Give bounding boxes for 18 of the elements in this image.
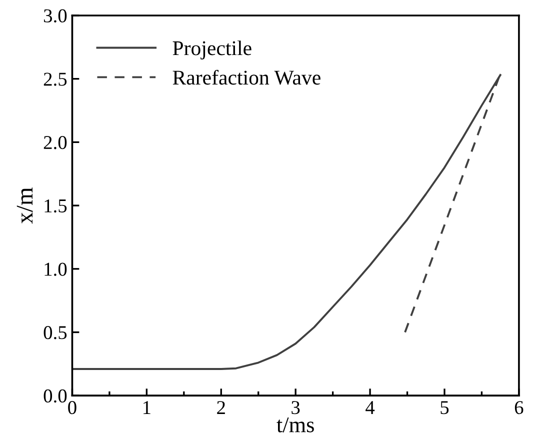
y-tick-label: 2.0	[44, 136, 67, 150]
y-tick-label: 1.0	[44, 262, 67, 276]
x-tick-label: 4	[366, 401, 375, 414]
x-tick-label: 3	[292, 401, 300, 414]
y-tick-label: 1.5	[44, 199, 67, 213]
x-tick-label: 0	[68, 401, 76, 414]
x-axis-title: t/ms	[276, 417, 314, 432]
y-tick-label: 3.0	[44, 9, 67, 22]
x-tick-label: 6	[514, 401, 524, 414]
y-axis-title: x/m	[16, 188, 33, 224]
y-tick-label: 0.5	[44, 326, 67, 340]
x-tick-label: 1	[144, 401, 150, 414]
legend-label: Projectile	[172, 40, 252, 60]
y-tick-label: 0.0	[44, 389, 67, 403]
y-tick-label: 2.5	[44, 72, 67, 86]
x-tick-label: 5	[440, 401, 449, 414]
legend-label: Rarefaction Wave	[172, 70, 320, 85]
x-tick-label: 2	[217, 401, 225, 414]
